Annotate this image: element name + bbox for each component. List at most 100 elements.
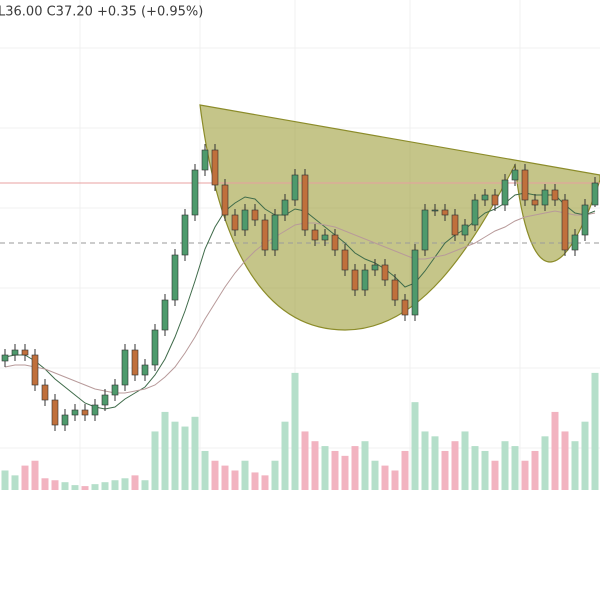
candle-body (211, 149, 219, 186)
volume-bar (91, 484, 99, 490)
volume-bar (151, 431, 159, 490)
candle-body (441, 209, 449, 216)
volume-bar (271, 460, 279, 490)
volume-bar (331, 450, 339, 490)
candle-body (191, 169, 199, 216)
volume-bar (451, 441, 459, 490)
volume-bar (181, 426, 189, 490)
candle-body (81, 409, 89, 416)
volume-bar (1, 470, 9, 490)
volume-bar (411, 402, 419, 490)
candle-body (551, 189, 559, 201)
candle-body (341, 249, 349, 271)
volume-bar (111, 480, 119, 490)
volume-bar (231, 470, 239, 490)
candle-body (561, 199, 569, 251)
candle-body (301, 174, 309, 231)
candle-body (201, 149, 209, 171)
candle-body (361, 269, 369, 291)
candle-body (221, 184, 229, 216)
volume-bar (161, 411, 169, 490)
candle-body (71, 409, 79, 416)
candle-body (471, 199, 479, 226)
candle-body (291, 174, 299, 201)
candle-body (101, 394, 109, 406)
candle-body (331, 234, 339, 251)
candle-body (371, 264, 379, 271)
candle-body (1, 354, 9, 362)
volume-bar (361, 441, 369, 490)
candle-body (231, 214, 239, 231)
candle-body (171, 254, 179, 301)
candle-body (321, 234, 329, 241)
candle-body (261, 219, 269, 251)
candle-body (481, 194, 489, 201)
candle-body (51, 399, 59, 426)
moving-average-line (4, 192, 596, 410)
volume-layer (1, 372, 599, 490)
volume-bar (41, 478, 49, 490)
candle-body (111, 384, 119, 396)
candle-body (251, 209, 259, 221)
volume-bar (391, 470, 399, 490)
candle-body (351, 269, 359, 291)
volume-bar (201, 450, 209, 490)
candle-body (121, 349, 129, 386)
volume-bar (431, 436, 439, 490)
candle-body (581, 204, 589, 236)
candle-body (241, 209, 249, 231)
volume-bar (261, 475, 269, 490)
volume-bar (281, 421, 289, 490)
volume-bar (551, 411, 559, 490)
volume-bar (291, 372, 299, 490)
volume-bar (121, 478, 129, 490)
volume-bar (371, 460, 379, 490)
candle-body (501, 179, 509, 206)
candle-body (451, 214, 459, 236)
volume-bar (531, 450, 539, 490)
volume-bar (321, 446, 329, 490)
volume-bar (511, 446, 519, 490)
volume-bar (441, 450, 449, 490)
volume-bar (481, 450, 489, 490)
volume-bar (141, 480, 149, 490)
volume-bar (421, 431, 429, 490)
candle-body (91, 404, 99, 416)
candle-body (11, 349, 19, 356)
volume-bar (211, 460, 219, 490)
candle-body (131, 349, 139, 376)
candle-body (381, 264, 389, 281)
candle-body (21, 349, 29, 356)
volume-bar (251, 472, 259, 490)
volume-bar (21, 465, 29, 490)
candle-body (151, 329, 159, 366)
candle-body (311, 229, 319, 241)
volume-bar (51, 480, 59, 490)
volume-bar (191, 416, 199, 490)
candle-body (541, 189, 549, 206)
volume-bar (541, 436, 549, 490)
candle-body (491, 194, 499, 206)
volume-bar (221, 465, 229, 490)
ohlc-header: L36.00 C37.20 +0.35 (+0.95%) (0, 5, 203, 20)
candle-body (461, 224, 469, 236)
volume-bar (561, 431, 569, 490)
volume-bar (501, 441, 509, 490)
volume-bar (241, 460, 249, 490)
volume-bar (171, 421, 179, 490)
volume-bar (461, 431, 469, 490)
candle-body (281, 199, 289, 216)
candle-body (431, 209, 439, 212)
price-layer (0, 144, 600, 431)
volume-bar (471, 446, 479, 490)
candle-body (591, 182, 599, 206)
candle-body (571, 234, 579, 251)
volume-bar (71, 485, 79, 490)
volume-bar (311, 441, 319, 490)
candle-body (41, 384, 49, 401)
volume-bar (101, 482, 109, 490)
candle-body (141, 364, 149, 376)
candle-body (391, 279, 399, 301)
candle-body (411, 249, 419, 316)
candle-body (271, 214, 279, 251)
